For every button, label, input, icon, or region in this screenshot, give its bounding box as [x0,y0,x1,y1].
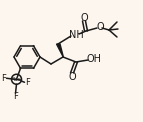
Text: F: F [2,74,6,83]
Text: NH: NH [69,30,83,40]
Text: O: O [80,13,88,23]
Text: O: O [68,71,76,81]
Text: F: F [25,78,30,87]
Text: F: F [13,92,18,101]
Text: O: O [96,22,104,32]
Polygon shape [56,44,63,57]
Text: Abs: Abs [11,77,22,82]
Text: OH: OH [87,55,102,65]
